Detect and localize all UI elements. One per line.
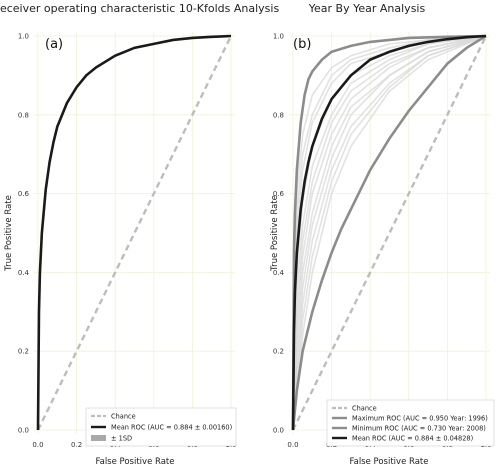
panel-a-ytick-label: 0.0 <box>18 427 29 435</box>
panel-a-ytick-label: 1.0 <box>18 33 29 41</box>
panel-b-mean-roc-line <box>291 34 487 431</box>
panel-b-year-roc-curve <box>292 35 487 431</box>
panel-a-legend-box <box>85 407 237 447</box>
panel-a-letter: (a) <box>45 37 63 52</box>
panel-b-ytick-label: 0.6 <box>273 190 285 198</box>
panel-b-year-roc-curve <box>292 35 487 431</box>
panel-a-ytick-label: 0.6 <box>18 190 30 198</box>
panel-a-xtick-label: 0.0 <box>32 441 43 449</box>
panel-b-title: Year By Year Analysis <box>308 2 426 15</box>
legend-swatch-1sd <box>91 435 106 441</box>
panel-a-ytick-label: 0.8 <box>18 111 29 119</box>
panel-b-xlabel: False Positive Rate <box>350 457 429 467</box>
panel-b: Year By Year Analysis (b) 0.0 0.2 0.4 0.6 0.… <box>270 2 495 467</box>
panel-b-year-roc-curve <box>292 35 487 431</box>
panel-b-max-roc-line <box>291 34 487 431</box>
panel-a-mean-roc-line <box>36 34 232 431</box>
panel-b-min-roc-line <box>291 34 487 431</box>
legend-label-min-roc: Minimum ROC (AUC = 0.730 Year: 2008) <box>352 425 486 433</box>
panel-b-xtick-label: 0.0 <box>287 441 298 449</box>
panel-a-chance-line <box>36 35 233 431</box>
panel-b-legend-box <box>326 399 495 447</box>
panel-b-year-roc-curve <box>292 35 487 431</box>
legend-label-chance-b: Chance <box>352 405 377 413</box>
panel-b-ytick-label: 0.8 <box>273 111 284 119</box>
panel-b-ytick-label: 0.2 <box>273 348 284 356</box>
panel-b-year-roc-curve <box>292 35 487 431</box>
panel-a-legend: Chance Mean ROC (AUC = 0.884 ± 0.00160) … <box>85 407 237 447</box>
panel-a-ylabel: True Positive Rate <box>4 195 14 272</box>
legend-label-chance: Chance <box>111 413 136 421</box>
legend-label-1sd: ± 1SD <box>111 435 132 443</box>
panel-b-chance-line <box>291 35 488 431</box>
panel-a: Receiver operating characteristic 10-Kfo… <box>0 2 279 467</box>
panel-b-year-roc-curve <box>292 35 487 431</box>
panel-b-year-roc-curve <box>292 35 487 431</box>
panel-b-ylabel: True Positive Rate <box>270 195 280 272</box>
panel-b-axes: 0.00.20.40.60.81.00.00.20.40.60.81.0 <box>273 32 492 449</box>
panel-a-ytick-label: 0.4 <box>18 269 30 277</box>
panel-b-ytick-label: 0.0 <box>273 427 284 435</box>
panel-b-ytick-label: 1.0 <box>273 33 284 41</box>
legend-label-mean-roc-b: Mean ROC (AUC = 0.884 ± 0.04828) <box>352 435 473 443</box>
panel-a-xtick-label: 0.2 <box>71 441 82 449</box>
panel-a-xlabel: False Positive Rate <box>96 457 175 467</box>
panel-b-legend: Chance Maximum ROC (AUC = 0.950 Year: 19… <box>326 399 495 447</box>
panel-a-title: Receiver operating characteristic 10-Kfo… <box>0 2 279 15</box>
panel-b-letter: (b) <box>293 37 311 52</box>
legend-label-max-roc: Maximum ROC (AUC = 0.950 Year: 1996) <box>352 415 488 423</box>
panel-b-year-roc-curve <box>292 35 487 431</box>
panel-a-axes: 0.00.20.40.60.81.00.00.20.40.60.81.0 <box>18 32 237 449</box>
panel-a-ytick-label: 0.2 <box>18 348 29 356</box>
legend-label-mean-roc: Mean ROC (AUC = 0.884 ± 0.00160) <box>111 424 232 432</box>
panel-b-ytick-label: 0.4 <box>273 269 285 277</box>
